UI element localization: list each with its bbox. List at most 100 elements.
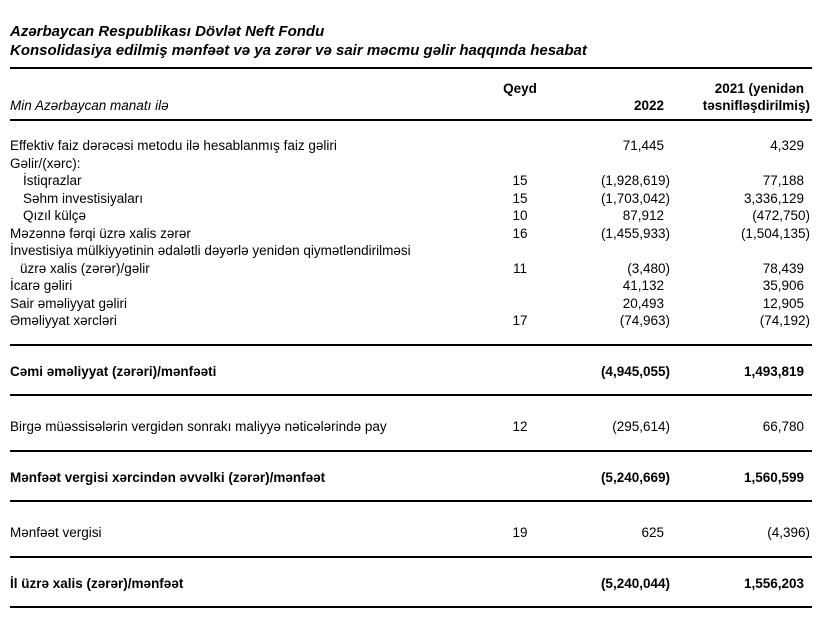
value-2022: (3,480) <box>627 260 670 276</box>
value-2022: 87,912 <box>622 208 664 223</box>
value-2021: 78,439 <box>762 260 804 276</box>
note-value: 12 <box>512 419 528 434</box>
value-2022: (1,455,933) <box>600 225 670 241</box>
section-divider <box>10 343 812 346</box>
unit-label: Min Azərbaycan manatı ilə <box>10 98 169 113</box>
table-row: Qızıl külçə 10 87,912 (472,750) <box>10 207 812 225</box>
row-label-line1: Mənfəət vergisi xərcindən əvvəlki (zərər… <box>10 469 326 485</box>
row-label: İl üzrə xalis (zərər)/mənfəət <box>10 575 480 593</box>
row-label-line1: Əməliyyat xərcləri <box>10 313 117 328</box>
table-row: Səhm investisiyaları 15 (1,703,042) 3,33… <box>10 190 812 208</box>
row-label: İcarə gəliri <box>10 277 480 295</box>
section-divider <box>10 394 812 396</box>
table-row: Əməliyyat xərcləri 17 (74,963) (74,192) <box>10 312 812 330</box>
section-divider <box>10 449 812 452</box>
value-2021: 35,906 <box>762 278 804 293</box>
row-label: Gəlir/(xərc): <box>10 155 480 173</box>
table-row: Mənfəət vergisi xərcindən əvvəlki (zərər… <box>10 452 812 487</box>
value-2022: 625 <box>641 525 664 540</box>
table-row: Gəlir/(xərc): <box>10 155 812 173</box>
note-value: 17 <box>512 313 528 328</box>
row-label-line1: Effektiv faiz dərəcəsi metodu ilə hesabl… <box>10 138 337 153</box>
value-2021: 77,188 <box>762 173 804 188</box>
table-column-header: Min Azərbaycan manatı ilə Qeyd 2022 2021… <box>10 80 812 119</box>
header-divider <box>10 119 812 121</box>
table-row: İnvestisiya mülkiyyətinin ədalətli dəyər… <box>10 242 812 277</box>
row-label: Birgə müəssisələrin vergidən sonrakı mal… <box>10 418 480 436</box>
row-label: Səhm investisiyaları <box>10 190 480 208</box>
note-value: 16 <box>512 225 528 241</box>
row-label-line1: İstiqrazlar <box>23 173 82 188</box>
title-divider <box>10 67 812 69</box>
value-2022: (74,963) <box>619 313 670 328</box>
note-value: 15 <box>512 173 528 188</box>
row-label: Effektiv faiz dərəcəsi metodu ilə hesabl… <box>10 137 480 155</box>
document-title-line1: Azərbaycan Respublikası Dövlət Neft Fond… <box>10 23 325 40</box>
value-2021: (74,192) <box>759 313 810 328</box>
value-2022: (5,240,044) <box>600 575 670 591</box>
column-header-2021: 2021 (yenidən təsnifləşdirilmiş) <box>702 81 810 113</box>
table-row: İl üzrə xalis (zərər)/mənfəət (5,240,044… <box>10 558 812 593</box>
financial-statement-page: Azərbaycan Respublikası Dövlət Neft Fond… <box>10 0 812 608</box>
value-2021: 66,780 <box>762 419 804 434</box>
row-label: Sair əməliyyat gəliri <box>10 295 480 313</box>
row-label-line1: Sair əməliyyat gəliri <box>10 295 128 311</box>
value-2021: 3,336,129 <box>743 190 804 206</box>
value-2022: 20,493 <box>622 295 664 311</box>
value-2021: (472,750) <box>752 208 810 223</box>
column-header-2022: 2022 <box>633 98 664 113</box>
table-row: Mənfəət vergisi 19 625 (4,396) <box>10 502 812 542</box>
row-label-line1: Səhm investisiyaları <box>23 190 144 206</box>
value-2022: 71,445 <box>622 138 664 153</box>
row-label: İstiqrazlar <box>10 172 480 190</box>
value-2022: (1,928,619) <box>600 173 670 188</box>
unit-label-cell: Min Azərbaycan manatı ilə <box>10 80 480 114</box>
section-divider <box>10 500 812 502</box>
value-2022: (4,945,055) <box>600 363 670 379</box>
table-row: Sair əməliyyat gəliri 20,493 12,905 <box>10 295 812 313</box>
row-label-line2: üzrə xalis (zərər)/gəlir <box>20 260 150 276</box>
note-value: 19 <box>512 525 528 540</box>
table-row: Effektiv faiz dərəcəsi metodu ilə hesabl… <box>10 137 812 155</box>
value-2021: 12,905 <box>762 295 804 311</box>
value-2021: 1,493,819 <box>743 363 804 379</box>
row-label: Qızıl külçə <box>10 207 480 225</box>
row-label-line1: İcarə gəliri <box>10 278 73 293</box>
row-label-line1: Məzənnə fərqi üzrə xalis zərər <box>10 225 191 241</box>
row-label-line1: Qızıl külçə <box>23 208 87 223</box>
value-2022: 41,132 <box>622 278 664 293</box>
row-label-line1: Cəmi əməliyyat (zərəri)/mənfəəti <box>10 363 217 379</box>
table-body: Effektiv faiz dərəcəsi metodu ilə hesabl… <box>10 121 812 608</box>
value-2021: (4,396) <box>767 525 810 540</box>
value-2021: 1,556,203 <box>743 575 804 591</box>
value-2021: 1,560,599 <box>743 469 804 485</box>
section-divider <box>10 606 812 608</box>
note-value: 11 <box>512 260 527 276</box>
table-row: Birgə müəssisələrin vergidən sonrakı mal… <box>10 396 812 436</box>
row-label: İnvestisiya mülkiyyətinin ədalətli dəyər… <box>10 242 480 277</box>
row-label-line1: Birgə müəssisələrin vergidən sonrakı mal… <box>10 419 387 434</box>
row-label: Əməliyyat xərcləri <box>10 312 480 330</box>
row-label: Cəmi əməliyyat (zərəri)/mənfəəti <box>10 363 480 381</box>
column-header-note: Qeyd <box>503 81 537 96</box>
row-label-line1: Gəlir/(xərc): <box>10 155 81 171</box>
value-2021: 4,329 <box>770 138 804 153</box>
table-row: Cəmi əməliyyat (zərəri)/mənfəəti (4,945,… <box>10 346 812 381</box>
note-value: 10 <box>512 208 528 223</box>
section-divider <box>10 555 812 558</box>
value-2022: (5,240,669) <box>600 469 670 485</box>
value-2022: (295,614) <box>612 419 670 434</box>
note-value: 15 <box>512 190 528 206</box>
row-label: Mənfəət vergisi <box>10 524 480 542</box>
table-row: İcarə gəliri 41,132 35,906 <box>10 277 812 295</box>
row-label-line1: İl üzrə xalis (zərər)/mənfəət <box>10 575 184 591</box>
value-2021: (1,504,135) <box>740 225 810 241</box>
value-2022: (1,703,042) <box>600 190 670 206</box>
document-title: Azərbaycan Respublikası Dövlət Neft Fond… <box>10 22 812 60</box>
row-label-line1: Mənfəət vergisi <box>10 525 102 540</box>
row-label-line1: İnvestisiya mülkiyyətinin ədalətli dəyər… <box>10 243 411 258</box>
row-label: Məzənnə fərqi üzrə xalis zərər <box>10 225 480 243</box>
table-row: Məzənnə fərqi üzrə xalis zərər 16 (1,455… <box>10 225 812 243</box>
row-label: Mənfəət vergisi xərcindən əvvəlki (zərər… <box>10 469 480 487</box>
document-title-line2: Konsolidasiya edilmiş mənfəət və ya zərə… <box>10 42 587 59</box>
